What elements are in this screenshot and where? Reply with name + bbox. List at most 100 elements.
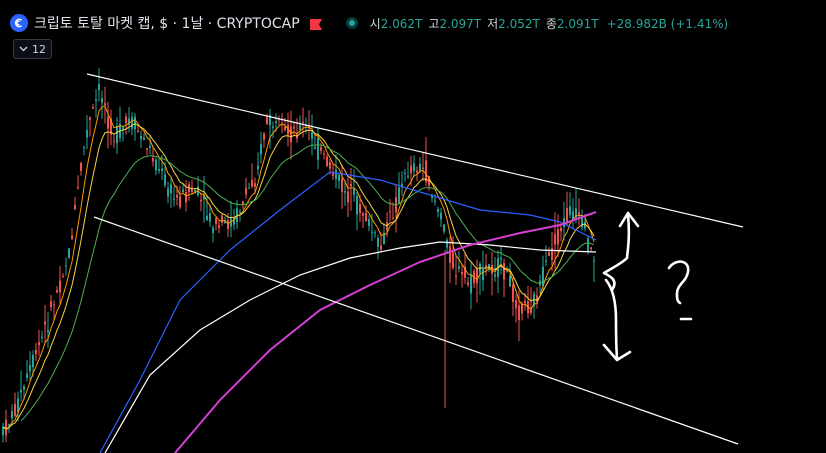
candle-body [248, 187, 250, 189]
low-label: 저 [487, 16, 499, 31]
channel-trendlines [86, 73, 744, 445]
candle-body [437, 208, 439, 212]
candle-body [92, 107, 94, 109]
candle-body [380, 245, 382, 250]
candle-body [512, 284, 514, 302]
candle-body [308, 125, 310, 129]
candle-body [287, 124, 289, 135]
candle-body [83, 146, 85, 148]
candle-body [278, 118, 280, 120]
double-arrow-upper [618, 211, 640, 260]
candle-body [320, 147, 322, 151]
candle-body [470, 275, 472, 294]
ma-blue-line [99, 171, 597, 453]
indicators-toggle-button[interactable]: 12 [13, 39, 52, 59]
candle-body [134, 116, 136, 130]
candle-body [467, 282, 469, 285]
open-value: 2.062T [380, 16, 423, 31]
candle-body [413, 163, 415, 171]
chevron-down-icon [19, 46, 28, 52]
candle-body [47, 330, 49, 333]
candle-body [503, 262, 505, 280]
candle-body [89, 117, 91, 120]
candle-body [167, 188, 169, 197]
candle-body [581, 215, 583, 228]
candle-body [572, 211, 574, 221]
question-mark-drawing [667, 260, 690, 305]
candle-body [452, 252, 454, 269]
candle-body [401, 183, 403, 188]
candle-body [164, 174, 166, 186]
candle-body [32, 354, 34, 368]
close-value: 2.091T [556, 16, 599, 31]
candle-body [224, 220, 226, 223]
candle-body [98, 84, 100, 90]
candle-body [494, 274, 496, 277]
candle-body [557, 229, 559, 245]
candle-body [587, 238, 589, 252]
candle-body [293, 126, 295, 129]
low-value: 2.052T [498, 16, 540, 31]
candle-body [410, 165, 412, 173]
candle-body [425, 160, 427, 182]
candle-body [362, 213, 364, 216]
candle-body [392, 217, 394, 219]
candle-body [476, 269, 478, 284]
candle-body [128, 118, 130, 125]
high-label: 고 [428, 16, 440, 31]
candle-body [209, 213, 211, 222]
candle-body [296, 134, 298, 139]
candle-body [383, 232, 385, 244]
candle-body [359, 204, 361, 214]
candle-body [131, 117, 133, 129]
candle-body [371, 231, 373, 233]
candle-body [77, 186, 79, 188]
candle-body [266, 117, 268, 125]
candle-body [569, 206, 571, 215]
change-value: +28.982B (+1.41%) [606, 16, 729, 31]
candle-body [53, 304, 55, 306]
candle-body [221, 215, 223, 223]
moving-average-lines [2, 105, 597, 453]
candle-body [404, 172, 406, 174]
candle-body [368, 219, 370, 226]
market-status-icon[interactable] [345, 17, 358, 29]
candle-body [182, 189, 184, 192]
candle-body [155, 159, 157, 171]
ma-green-line [20, 144, 595, 421]
candle-body [260, 144, 262, 155]
double-arrow-lower [602, 278, 632, 362]
candle-body [434, 200, 436, 202]
candle-body [449, 246, 451, 263]
candle-body [518, 305, 520, 320]
candle-body [20, 389, 22, 393]
candle-body [329, 162, 331, 169]
candle-body [578, 212, 580, 216]
candle-body [65, 265, 67, 267]
flag-icon[interactable] [309, 18, 322, 30]
candle-body [398, 187, 400, 204]
candle-body [314, 147, 316, 149]
candle-body [584, 221, 586, 229]
candle-body [335, 169, 337, 180]
candle-body [491, 265, 493, 274]
candle-body [536, 295, 538, 303]
symbol-title[interactable]: 크립토 토탈 마켓 캡, $ · 1날 · CRYPTOCAP [34, 16, 300, 32]
candle-body [479, 263, 481, 274]
candle-body [95, 99, 97, 101]
crypto-cap-icon[interactable] [10, 14, 28, 32]
candle-body [590, 247, 592, 249]
candle-body [56, 290, 58, 293]
candle-body [545, 260, 547, 262]
candle-body [323, 153, 325, 155]
candle-body [107, 116, 109, 129]
candle-body [218, 225, 220, 228]
candle-body [446, 239, 448, 248]
candle-body [137, 130, 139, 133]
candle-body [215, 218, 217, 224]
candle-body [254, 183, 256, 187]
candle-body [2, 426, 4, 436]
candle-body [530, 308, 532, 313]
candle-body [284, 127, 286, 130]
